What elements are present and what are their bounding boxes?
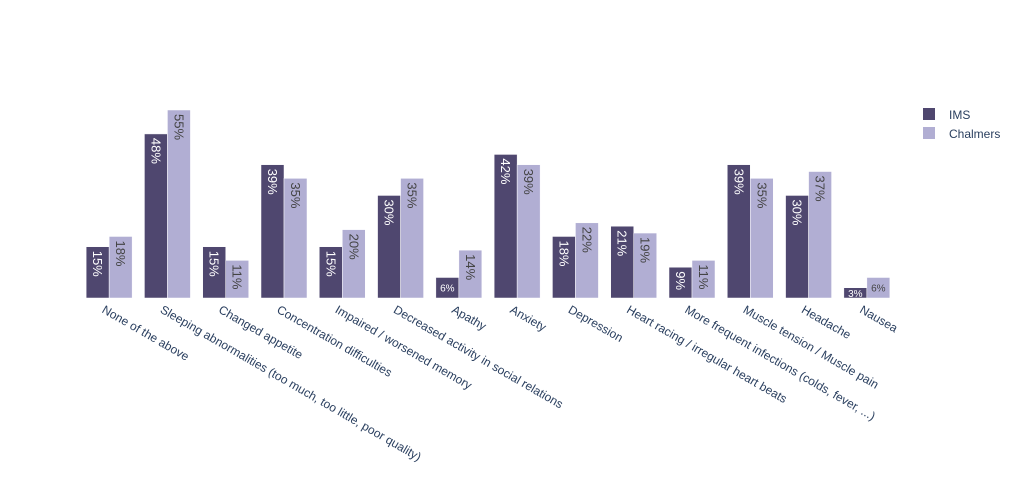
data-label-ims-heart-racing-irregular-heart-beats: 21% [615,230,630,256]
data-label-chalmers-apathy: 14% [463,254,478,280]
bar-chalmers-headache[interactable] [808,171,832,299]
data-label-chalmers-sleeping-abnormalities-too-much-too-little-poor-quality: 55% [171,114,186,140]
x-tick-label-sleeping-abnormalities-too-much-too-little-poor-quality: Sleeping abnormalities (too much, too li… [158,302,424,464]
bar-chalmers-none-of-the-above[interactable] [108,236,133,299]
data-label-chalmers-muscle-tension-muscle-pain: 35% [754,182,769,208]
bar-chalmers-nausea[interactable] [866,277,891,299]
bar-chalmers-apathy[interactable] [458,249,483,299]
data-label-ims-apathy: 6% [440,284,455,295]
bar-chalmers-changed-appetite[interactable] [225,260,249,299]
data-label-chalmers-heart-racing-irregular-heart-beats: 19% [638,237,653,263]
bar-chalmers-impaired-worsened-memory[interactable] [342,229,366,299]
bar-chalmers-muscle-tension-muscle-pain[interactable] [750,178,774,299]
data-label-ims-concentration-difficulties: 39% [265,169,280,195]
data-label-chalmers-anxiety: 39% [521,169,536,195]
bar-chalmers-anxiety[interactable] [516,164,541,299]
legend-item-ims[interactable]: IMS [923,108,970,122]
data-label-ims-changed-appetite: 15% [207,251,222,277]
legend-swatch-chalmers [923,127,935,139]
data-label-ims-decreased-activity-in-social-relations: 30% [382,199,397,225]
data-label-ims-more-frequent-infections-colds-fever: 9% [673,271,688,290]
x-tick-label-depression: Depression [566,302,626,344]
x-tick-label-anxiety: Anxiety [508,302,549,334]
data-label-ims-none-of-the-above: 15% [90,251,105,277]
legend-label-ims: IMS [949,108,970,122]
data-label-chalmers-changed-appetite: 11% [230,264,245,289]
legend-swatch-ims [923,108,935,120]
x-tick-label-apathy: Apathy [449,302,488,333]
bar-chalmers-more-frequent-infections-colds-fever[interactable] [691,260,716,299]
plot-area: 15% 18% 48% 55% 15% 11% 39% 35% 15% 20% 30% 35% 6% 14… [85,109,891,300]
data-label-ims-depression: 18% [556,240,571,266]
legend-item-chalmers[interactable]: Chalmers [923,127,1000,141]
data-label-ims-muscle-tension-muscle-pain: 39% [731,169,746,195]
data-label-ims-impaired-worsened-memory: 15% [323,251,338,277]
bar-chalmers-concentration-difficulties[interactable] [283,178,308,299]
data-label-chalmers-headache: 37% [813,176,828,202]
data-label-ims-nausea: 3% [848,289,863,300]
legend: IMS Chalmers [923,108,1000,141]
data-label-ims-anxiety: 42% [498,158,513,184]
data-label-ims-sleeping-abnormalities-too-much-too-little-poor-quality: 48% [148,138,163,164]
bar-chalmers-decreased-activity-in-social-relations[interactable] [400,178,424,299]
bar-chalmers-heart-racing-irregular-heart-beats[interactable] [633,232,657,299]
data-label-chalmers-nausea: 6% [871,284,886,295]
data-label-chalmers-decreased-activity-in-social-relations: 35% [405,182,420,208]
data-label-chalmers-depression: 22% [579,227,594,253]
legend-label-chalmers: Chalmers [949,127,1000,141]
data-label-chalmers-concentration-difficulties: 35% [288,182,303,208]
data-label-ims-headache: 30% [790,199,805,225]
data-label-chalmers-more-frequent-infections-colds-fever: 11% [696,264,711,289]
data-label-chalmers-impaired-worsened-memory: 20% [346,234,361,260]
x-tick-label-nausea: Nausea [857,302,900,335]
data-label-chalmers-none-of-the-above: 18% [113,240,128,266]
bar-chalmers-sleeping-abnormalities-too-much-too-little-poor-quality[interactable] [167,109,191,299]
bar-chalmers-depression[interactable] [575,222,599,299]
